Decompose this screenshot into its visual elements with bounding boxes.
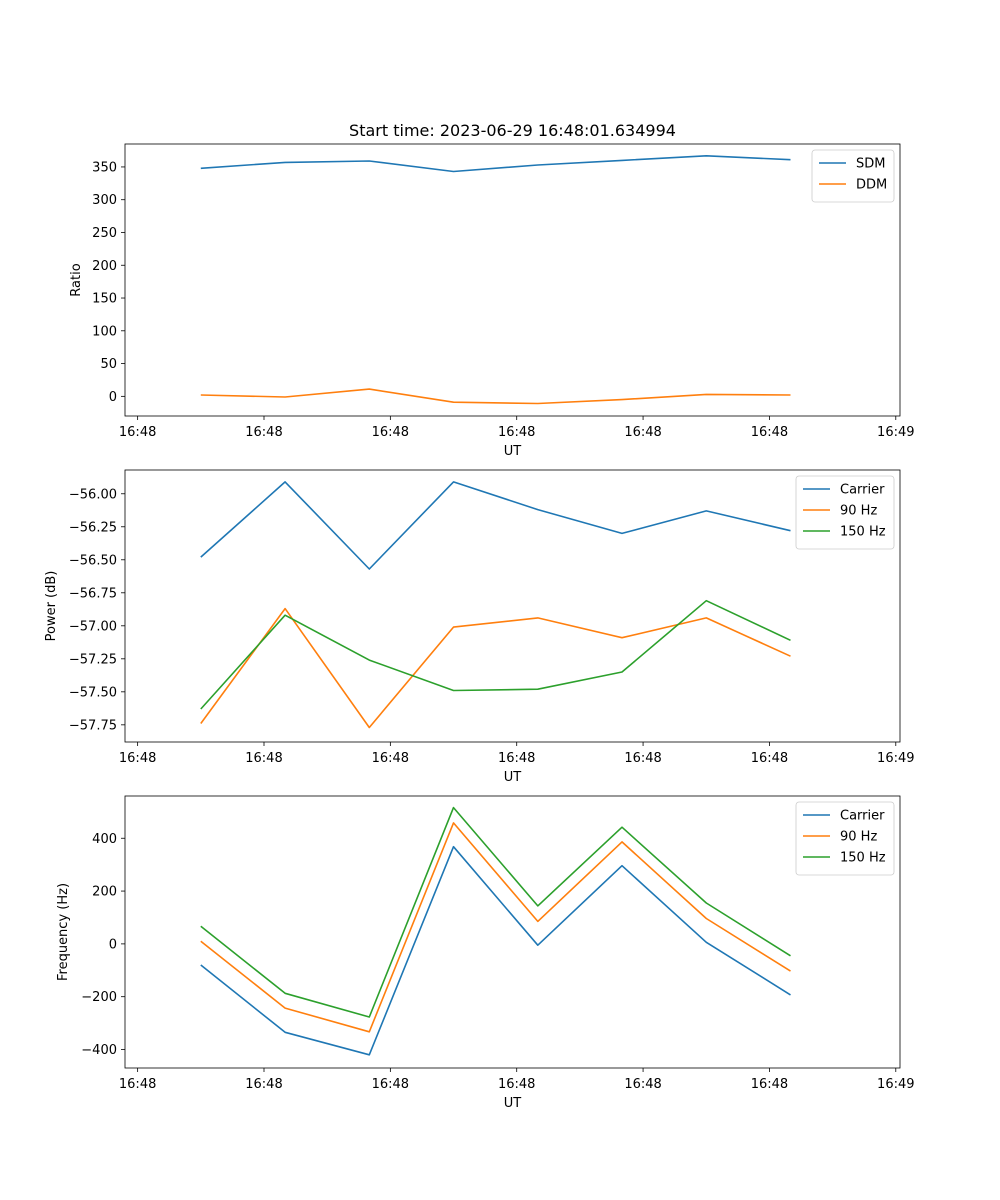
- legend-entry-label: Carrier: [840, 483, 885, 498]
- plot-area-frame: [124, 469, 901, 743]
- x-tick-label: 16:48: [498, 751, 535, 766]
- x-tick-label: 16:48: [624, 751, 661, 766]
- y-tick-label: 300: [92, 193, 117, 208]
- x-tick-label: 16:48: [372, 1077, 409, 1092]
- x-tick-label: 16:48: [751, 1077, 788, 1092]
- y-tick-label: 100: [92, 324, 117, 339]
- y-tick-label: −56.25: [69, 520, 117, 535]
- x-tick-label: 16:49: [877, 1077, 914, 1092]
- x-tick-label: 16:48: [119, 1077, 156, 1092]
- legend-entry-label: 150 Hz: [840, 525, 886, 540]
- x-tick-label: 16:48: [245, 751, 282, 766]
- x-axis-label: UT: [504, 770, 522, 785]
- y-tick-label: −57.25: [69, 652, 117, 667]
- series-line-sdm: [200, 155, 791, 173]
- legend-entry-label: 150 Hz: [840, 851, 886, 866]
- y-tick-label: 0: [109, 390, 117, 405]
- series-line-carrier: [200, 845, 791, 1056]
- y-tick-label: 0: [109, 937, 117, 952]
- legend-entry-label: 90 Hz: [840, 830, 877, 845]
- chart-panel-2: 16:48 16:48 16:48 16:48 16:48 16:48 16:49 −57.7…: [44, 469, 915, 785]
- plot-area-frame: [124, 795, 901, 1069]
- y-tick-label: −56.50: [69, 553, 117, 568]
- legend-entry-label: SDM: [856, 157, 885, 172]
- chart-panel-3: 16:48 16:48 16:48 16:48 16:48 16:48 16:49 −400 −…: [56, 795, 915, 1111]
- x-tick-label: 16:48: [498, 425, 535, 440]
- x-tick-label: 16:49: [877, 751, 914, 766]
- x-tick-label: 16:48: [624, 425, 661, 440]
- x-tick-label: 16:48: [498, 1077, 535, 1092]
- y-tick-label: −200: [81, 990, 117, 1005]
- y-tick-label: 150: [92, 292, 117, 307]
- chart-title: Start time: 2023-06-29 16:48:01.634994: [349, 121, 676, 140]
- x-tick-label: 16:48: [245, 1077, 282, 1092]
- y-axis-label: Frequency (Hz): [56, 883, 71, 981]
- y-tick-label: −57.75: [69, 718, 117, 733]
- x-axis-label: UT: [504, 1096, 522, 1111]
- series-line-90-hz: [200, 822, 791, 1033]
- x-tick-label: 16:48: [751, 425, 788, 440]
- legend-entry-label: 90 Hz: [840, 504, 877, 519]
- legend: SDM DDM: [811, 149, 895, 203]
- series-line-90-hz: [200, 607, 791, 729]
- y-tick-label: 250: [92, 226, 117, 241]
- y-tick-label: −400: [81, 1043, 117, 1058]
- x-tick-label: 16:48: [624, 1077, 661, 1092]
- y-tick-label: 200: [92, 885, 117, 900]
- x-tick-label: 16:48: [372, 425, 409, 440]
- x-tick-label: 16:48: [119, 751, 156, 766]
- y-axis-label: Power (dB): [44, 571, 59, 642]
- x-tick-label: 16:48: [751, 751, 788, 766]
- legend-entry-label: Carrier: [840, 809, 885, 824]
- y-tick-label: −57.50: [69, 685, 117, 700]
- series-line-ddm: [200, 388, 791, 405]
- legend: Carrier 90 Hz 150 Hz: [795, 475, 895, 550]
- y-axis-label: Ratio: [69, 263, 84, 296]
- x-tick-label: 16:49: [877, 425, 914, 440]
- x-axis-label: UT: [504, 444, 522, 459]
- y-tick-label: −56.00: [69, 487, 117, 502]
- series-line-150-hz: [200, 599, 791, 710]
- y-tick-label: −56.75: [69, 586, 117, 601]
- series-line-150-hz: [200, 806, 791, 1018]
- y-tick-label: −57.00: [69, 619, 117, 634]
- x-tick-label: 16:48: [119, 425, 156, 440]
- x-tick-label: 16:48: [372, 751, 409, 766]
- legend: Carrier 90 Hz 150 Hz: [795, 801, 895, 876]
- y-tick-label: 400: [92, 832, 117, 847]
- x-tick-label: 16:48: [245, 425, 282, 440]
- y-tick-label: 50: [100, 357, 117, 372]
- plot-area-frame: [124, 143, 901, 417]
- series-line-carrier: [200, 481, 791, 570]
- y-tick-label: 200: [92, 259, 117, 274]
- y-tick-label: 350: [92, 160, 117, 175]
- chart-panel-1: 16:48 16:48 16:48 16:48 16:48 16:48 16:49 0 50 10…: [69, 121, 915, 459]
- legend-entry-label: DDM: [856, 178, 887, 193]
